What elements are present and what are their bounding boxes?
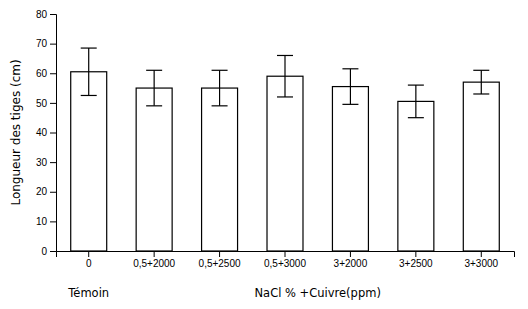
y-tick: 70 (36, 38, 56, 49)
x-tick-mark (88, 251, 89, 257)
y-tick: 20 (36, 186, 56, 197)
bar (136, 88, 172, 251)
x-axis: 0 0,5+2000 0,5+2500 0,5+3000 3+2000 3+2500 3+3… (57, 251, 515, 269)
error-bar-cap (277, 96, 293, 97)
x-tick: 0,5+2500 (199, 251, 241, 269)
error-bar (212, 70, 228, 106)
bar (202, 88, 238, 251)
bar (398, 101, 434, 251)
plot: 0 10 20 30 40 50 60 70 80 0 0,5+2000 0,5+2500 0,5+30… (36, 9, 515, 269)
y-tick-mark (50, 44, 56, 45)
error-bar (342, 69, 358, 105)
x-tick-mark (350, 251, 351, 257)
y-tick-label: 10 (36, 216, 48, 227)
error-bar-cap (81, 47, 97, 48)
y-tick-mark (50, 162, 56, 163)
x-tick: 0 (86, 251, 92, 269)
y-tick: 50 (36, 98, 56, 109)
error-bar-cap (146, 105, 162, 106)
y-tick: 30 (36, 157, 56, 168)
x-tick-mark (219, 251, 220, 257)
x-tick-mark (154, 251, 155, 257)
y-tick: 80 (36, 9, 56, 20)
x-tick-label: 0 (86, 258, 92, 269)
bar (267, 76, 303, 251)
y-tick-mark (50, 14, 56, 15)
y-tick-mark (50, 221, 56, 222)
x-tick: 0,5+3000 (264, 251, 306, 269)
x-tick-mark (285, 251, 286, 257)
error-bar-stem (154, 70, 155, 106)
y-tick-label: 30 (36, 157, 48, 168)
y-tick-mark (50, 133, 56, 134)
x-tick-label: 3+3000 (464, 258, 498, 269)
x-tick-label: 0,5+2500 (199, 258, 241, 269)
error-bar-cap (212, 70, 228, 71)
error-bar-cap (473, 70, 489, 71)
y-axis: 0 10 20 30 40 50 60 70 80 (36, 9, 57, 257)
y-tick-mark (50, 73, 56, 74)
y-tick-label: 70 (36, 38, 48, 49)
error-bar (277, 55, 293, 96)
error-bar (81, 48, 97, 95)
x-tick-label: 0,5+3000 (264, 258, 306, 269)
y-tick-mark (50, 251, 56, 252)
x-tick: 0,5+2000 (133, 251, 175, 269)
error-bar-stem (415, 85, 416, 118)
error-bar-stem (350, 69, 351, 105)
group-label: Témoin (67, 286, 109, 300)
error-bar (408, 85, 424, 118)
error-bar-cap (473, 93, 489, 94)
chart: 0 10 20 30 40 50 60 70 80 0 0,5+2000 0,5+2500 0,5+30… (0, 0, 528, 309)
x-tick-label: 3+2000 (334, 258, 368, 269)
y-tick-label: 0 (41, 246, 47, 257)
y-axis-line (50, 15, 57, 252)
x-tick: 3+2000 (334, 251, 368, 269)
error-bar-cap (408, 117, 424, 118)
y-axis-title: Longueur des tiges (cm) (9, 59, 23, 205)
x-tick-mark (415, 251, 416, 257)
error-bar-cap (212, 105, 228, 106)
bar (332, 87, 368, 251)
y-tick-label: 40 (36, 127, 48, 138)
error-bar-cap (81, 95, 97, 96)
error-bar (146, 70, 162, 106)
error-bar-cap (146, 70, 162, 71)
y-tick-label: 20 (36, 186, 48, 197)
y-tick-mark (50, 192, 56, 193)
group-label: NaCl % +Cuivre(ppm) (255, 286, 381, 300)
error-bar-stem (481, 70, 482, 94)
x-tick: 3+3000 (464, 251, 498, 269)
bar (71, 72, 107, 251)
y-tick-mark (50, 103, 56, 104)
error-bar-cap (277, 55, 293, 56)
error-bar-stem (219, 70, 220, 106)
x-tick-label: 0,5+2000 (133, 258, 175, 269)
error-bar-cap (342, 104, 358, 105)
y-tick-label: 80 (36, 9, 48, 20)
y-tick: 40 (36, 127, 56, 138)
x-tick-label: 3+2500 (399, 258, 433, 269)
y-tick: 0 (41, 246, 56, 257)
x-axis-line (57, 252, 515, 258)
error-bar-cap (342, 68, 358, 69)
error-bar-cap (408, 84, 424, 85)
x-tick-mark (481, 251, 482, 257)
error-bar (473, 70, 489, 94)
y-tick-label: 60 (36, 68, 48, 79)
y-tick-label: 50 (36, 98, 48, 109)
x-tick: 3+2500 (399, 251, 433, 269)
error-bar-stem (88, 48, 89, 95)
bar (463, 82, 499, 251)
error-bar-stem (284, 55, 285, 96)
marks (71, 48, 500, 251)
y-tick: 10 (36, 216, 56, 227)
y-tick: 60 (36, 68, 56, 79)
